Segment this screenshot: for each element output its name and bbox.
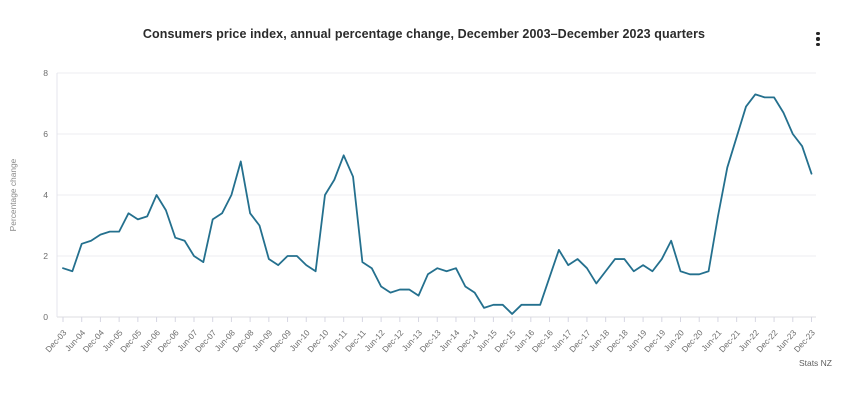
x-tick-label: Dec-17 [567, 327, 593, 354]
chart-options-menu-button[interactable] [806, 25, 830, 53]
x-tick-label: Dec-19 [642, 327, 668, 354]
x-tick-label: Dec-21 [717, 327, 743, 354]
x-tick-label: Dec-07 [193, 327, 219, 354]
x-tick-label: Dec-04 [81, 327, 107, 354]
y-tick-label: 8 [43, 68, 48, 78]
y-tick-label: 2 [43, 251, 48, 261]
x-tick-label: Dec-03 [43, 327, 69, 354]
source-attribution: Stats NZ [798, 358, 832, 368]
x-tick-label: Dec-08 [230, 327, 256, 354]
x-tick-label: Dec-10 [305, 327, 331, 354]
series-line-cpi [62, 93, 813, 315]
y-tick-label: 4 [43, 190, 48, 200]
x-tick-label: Dec-06 [155, 327, 181, 354]
kebab-vertical-icon [816, 37, 820, 41]
x-tick-label: Dec-20 [679, 327, 705, 354]
x-tick-label: Dec-23 [792, 327, 818, 354]
x-tick-label: Dec-05 [118, 327, 144, 354]
x-tick-label: Dec-12 [380, 327, 406, 354]
y-axis-title: Percentage change [8, 158, 18, 231]
x-tick-label: Dec-16 [530, 327, 556, 354]
x-tick-label: Dec-14 [455, 327, 481, 354]
x-tick-label: Dec-13 [417, 327, 443, 354]
x-tick-label: Dec-11 [343, 327, 368, 353]
x-tick-label: Dec-22 [754, 327, 780, 354]
kebab-vertical-icon [816, 43, 820, 47]
y-tick-label: 0 [43, 312, 48, 322]
x-tick-label: Dec-15 [492, 327, 518, 354]
x-tick-label: Dec-09 [268, 327, 294, 354]
chart-title: Consumers price index, annual percentage… [142, 27, 706, 41]
x-tick-label: Dec-18 [605, 327, 631, 354]
y-tick-label: 6 [43, 129, 48, 139]
kebab-vertical-icon [816, 31, 820, 35]
